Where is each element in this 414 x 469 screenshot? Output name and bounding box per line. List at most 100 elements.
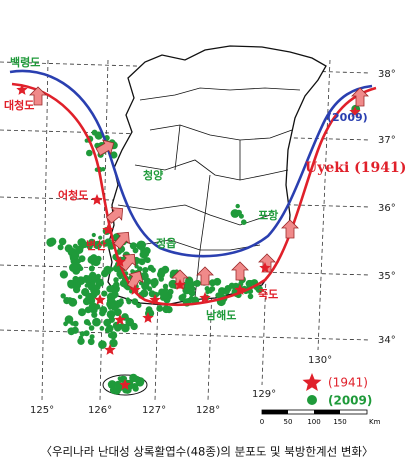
- longitude-label: 128°: [196, 405, 220, 416]
- dot: [101, 290, 108, 297]
- place-label: 백령도: [10, 55, 40, 69]
- dot: [247, 280, 254, 286]
- dot: [247, 293, 254, 300]
- dot: [109, 338, 118, 348]
- dot: [83, 274, 89, 281]
- dot: [92, 317, 101, 327]
- star: [234, 284, 246, 295]
- star: [199, 292, 211, 303]
- star: [94, 294, 106, 305]
- dot: [88, 325, 95, 331]
- dot: [138, 258, 146, 266]
- dot: [57, 244, 64, 251]
- dot: [91, 261, 96, 266]
- dot: [160, 290, 169, 300]
- longitude-label: 127°: [142, 405, 166, 416]
- legend-label: (1941): [328, 376, 368, 390]
- dot: [238, 213, 244, 219]
- dot: [193, 279, 201, 287]
- dot: [79, 241, 85, 247]
- star: [259, 262, 271, 273]
- dot: [82, 331, 88, 336]
- dot: [111, 290, 119, 299]
- dot: [157, 267, 167, 276]
- dot: [188, 289, 196, 297]
- dot: [90, 281, 96, 287]
- scale-bar: 0 50 100 150 Km: [260, 409, 381, 426]
- dot: [60, 293, 66, 299]
- dot: [58, 237, 67, 246]
- caption: 〈우리나라 난대성 상록활엽수(48종)의 분포도 및 북방한계선 변화〉: [40, 445, 373, 459]
- dot: [94, 303, 101, 310]
- lon-line: [41, 59, 49, 401]
- arrow: [113, 231, 130, 250]
- arrow: [281, 219, 299, 239]
- dot: [169, 272, 175, 278]
- latitude-label: 34°: [378, 335, 396, 346]
- dot: [235, 203, 240, 209]
- dot: [72, 243, 78, 249]
- line-label: (2009): [327, 111, 368, 124]
- dot: [78, 308, 86, 317]
- dot: [141, 249, 150, 258]
- dot: [165, 306, 173, 314]
- dot: [124, 324, 129, 329]
- dot: [135, 377, 141, 383]
- scale-bar-seg: [262, 410, 288, 414]
- dot: [86, 149, 93, 157]
- dot: [117, 376, 123, 381]
- longitude-label: 130°: [308, 355, 332, 366]
- star: [149, 294, 161, 305]
- star: [16, 84, 28, 95]
- dot: [99, 326, 105, 331]
- legend-star: [302, 373, 322, 391]
- dot: [109, 267, 114, 272]
- line-1941: [11, 82, 377, 307]
- dot: [91, 232, 96, 238]
- place-label: 포항: [258, 208, 278, 222]
- dot: [241, 219, 247, 225]
- arrow: [119, 253, 136, 272]
- arrow: [105, 207, 124, 224]
- place-label: 어청도: [58, 188, 88, 202]
- dot: [111, 334, 117, 340]
- dot: [255, 285, 263, 294]
- longitude-label: 129°: [252, 389, 276, 400]
- scale-label: 50: [284, 418, 293, 426]
- dot: [73, 286, 81, 294]
- star: [114, 314, 126, 325]
- dot: [68, 297, 78, 307]
- star: [142, 312, 154, 323]
- star: [119, 379, 131, 390]
- dot: [167, 288, 174, 295]
- dot: [137, 266, 143, 272]
- dot: [72, 275, 79, 283]
- arrow: [196, 266, 214, 286]
- dot: [84, 306, 92, 314]
- dot: [190, 286, 196, 292]
- dot: [77, 337, 85, 345]
- star: [91, 194, 103, 205]
- latitude-label: 38°: [378, 69, 396, 80]
- dot: [91, 129, 98, 136]
- star: [129, 284, 141, 295]
- dot: [101, 269, 109, 278]
- dot: [151, 282, 157, 289]
- star: [349, 106, 361, 117]
- dot: [125, 297, 130, 302]
- line-label: Uyeki (1941): [305, 160, 406, 176]
- dot: [113, 281, 120, 289]
- dot: [153, 278, 158, 283]
- dot: [71, 326, 79, 334]
- dot: [103, 241, 108, 247]
- dot: [124, 316, 130, 322]
- arrow: [231, 261, 249, 281]
- dot: [63, 321, 68, 327]
- dot: [71, 251, 80, 260]
- arrow: [95, 139, 115, 157]
- dot: [72, 320, 79, 327]
- dot: [145, 306, 153, 313]
- dot: [136, 241, 146, 251]
- arrow: [29, 86, 47, 106]
- latitude-label: 36°: [378, 203, 396, 214]
